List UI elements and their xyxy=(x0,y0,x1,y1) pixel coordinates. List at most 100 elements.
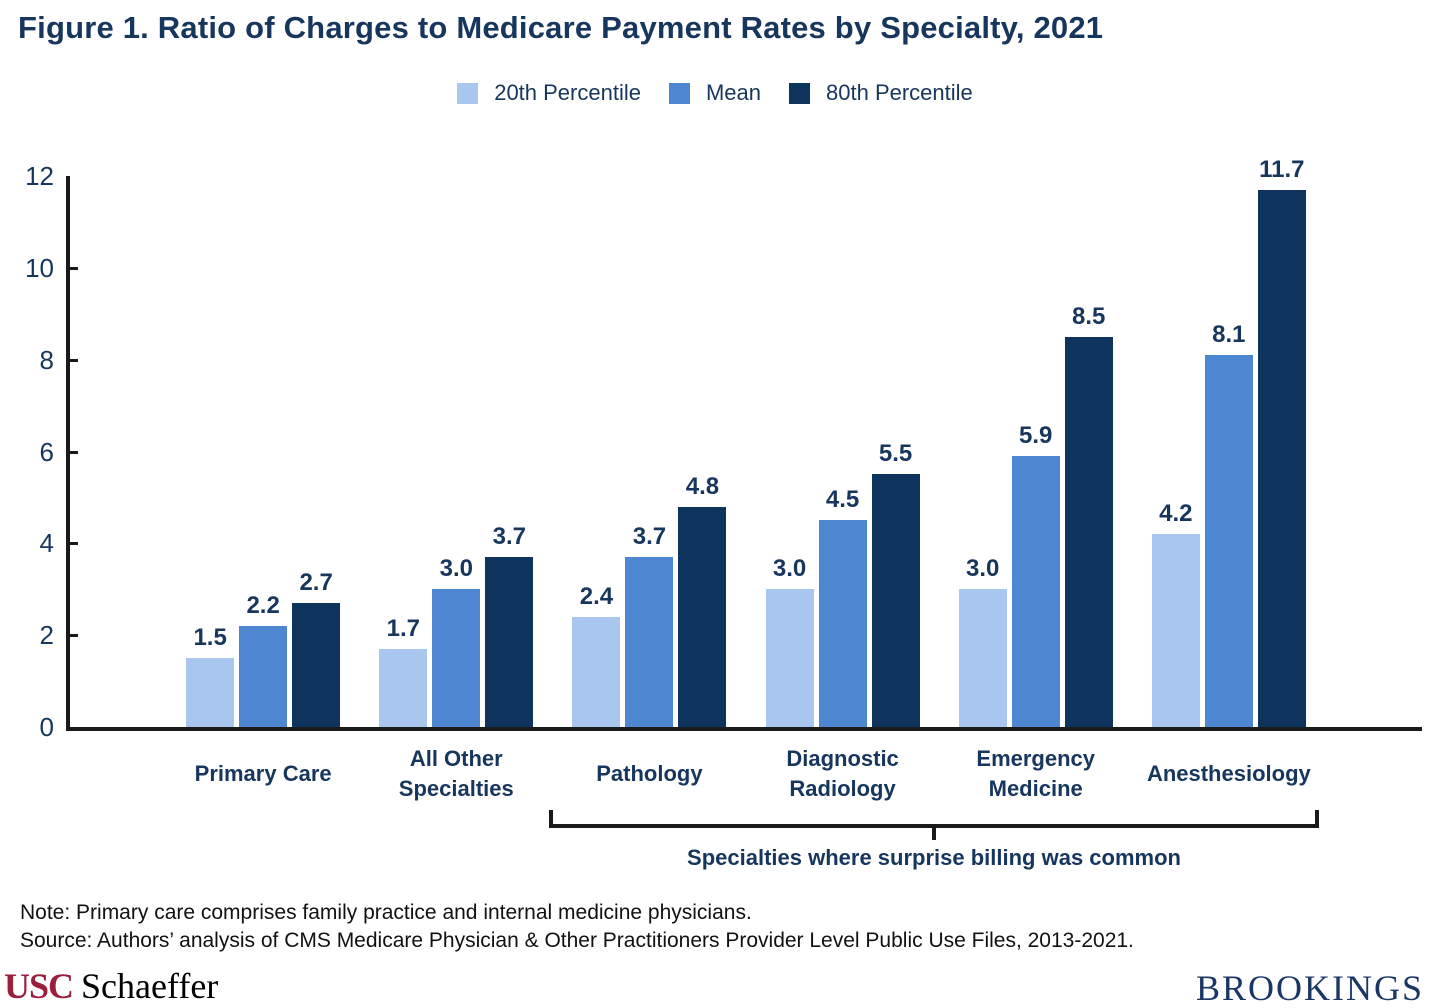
bar-column: 4.5 xyxy=(818,486,867,727)
bar xyxy=(572,616,621,727)
bar-column: 3.7 xyxy=(485,523,534,727)
bar xyxy=(1011,456,1060,727)
bar-value-label: 1.5 xyxy=(193,624,227,652)
bar-column: 3.0 xyxy=(432,555,481,727)
bar-column: 8.5 xyxy=(1064,302,1113,727)
source-text: Source: Authors’ analysis of CMS Medicar… xyxy=(20,929,1134,952)
bar-column: 8.1 xyxy=(1204,321,1253,727)
bar xyxy=(1064,336,1113,727)
y-axis-tick-label: 2 xyxy=(39,620,54,651)
category-label: Primary Care xyxy=(153,742,373,806)
bar-group: 1.7 3.0 3.7 xyxy=(379,523,534,727)
bar-value-label: 4.5 xyxy=(825,486,860,514)
y-axis-tick-label: 4 xyxy=(39,528,54,559)
legend-label: 20th Percentile xyxy=(494,80,641,105)
bar xyxy=(765,589,814,727)
legend: 20th Percentile Mean 80th Percentile xyxy=(0,80,1430,106)
bar-value-label: 3.7 xyxy=(632,523,667,551)
category-label: Pathology xyxy=(539,742,759,806)
usc-wordmark: USC xyxy=(4,966,74,1006)
bar-column: 5.9 xyxy=(1011,422,1060,727)
y-axis-tick-label: 10 xyxy=(25,252,54,283)
category-label-line: Medicine xyxy=(988,776,1083,801)
legend-item: 20th Percentile xyxy=(457,80,641,106)
bar-value-label: 1.7 xyxy=(386,614,420,642)
y-axis-tick-mark xyxy=(70,450,78,454)
legend-swatch-icon xyxy=(789,82,811,104)
bar-value-label: 5.9 xyxy=(1019,422,1053,450)
y-axis-line xyxy=(66,176,70,731)
bar-column: 2.2 xyxy=(239,591,288,727)
bar-value-label: 4.2 xyxy=(1159,500,1193,528)
bar-value-label: 3.0 xyxy=(439,555,473,583)
bar-column: 2.7 xyxy=(292,569,341,727)
schaeffer-wordmark: Schaeffer xyxy=(81,966,219,1006)
category-label-line: Anesthesiology xyxy=(1146,761,1311,786)
bar-value-label: 3.7 xyxy=(492,523,526,551)
usc-schaeffer-logo: USC Schaeffer xyxy=(4,966,218,1006)
bar-value-label: 5.5 xyxy=(878,440,913,468)
category-label-line: Pathology xyxy=(596,761,703,786)
legend-item: 80th Percentile xyxy=(789,80,973,106)
y-axis-tick-label: 6 xyxy=(39,436,54,467)
bar-column: 4.8 xyxy=(678,472,727,727)
bar-value-label: 4.8 xyxy=(685,472,720,500)
y-axis-tick-mark xyxy=(70,358,78,362)
category-label-line: All Other xyxy=(409,746,503,771)
category-label-line: Radiology xyxy=(789,776,896,801)
legend-swatch-icon xyxy=(668,82,690,104)
bar-group: 3.0 5.9 8.5 xyxy=(958,302,1113,727)
bar-column: 1.7 xyxy=(379,614,428,727)
bar-column: 2.4 xyxy=(572,582,621,727)
y-axis-tick-mark xyxy=(70,266,78,270)
category-label: Anesthesiology xyxy=(1119,742,1339,806)
bar-value-label: 2.7 xyxy=(299,569,333,597)
bar-value-label: 3.0 xyxy=(772,555,807,583)
bar xyxy=(239,625,288,727)
bar xyxy=(958,589,1007,727)
bar-column: 4.2 xyxy=(1151,500,1200,727)
bar-column: 5.5 xyxy=(871,440,920,727)
bar-value-label: 8.1 xyxy=(1212,321,1246,349)
bar xyxy=(186,658,235,727)
note-text: Note: Primary care comprises family prac… xyxy=(20,901,752,924)
bar-value-label: 11.7 xyxy=(1259,155,1305,183)
bar xyxy=(379,648,428,727)
bar xyxy=(625,557,674,727)
bar xyxy=(1151,534,1200,727)
legend-label: 80th Percentile xyxy=(826,80,973,105)
surprise-billing-bracket xyxy=(549,810,1319,840)
bar xyxy=(678,506,727,727)
category-label: Emergency Medicine xyxy=(926,742,1146,806)
figure-title: Figure 1. Ratio of Charges to Medicare P… xyxy=(18,10,1104,45)
bar-group: 1.5 2.2 2.7 xyxy=(186,569,341,727)
brookings-logo: BROOKINGS xyxy=(1195,968,1424,1008)
category-label: All Other Specialties xyxy=(346,742,566,806)
y-axis-tick-label: 0 xyxy=(39,712,54,742)
category-label-line: Primary Care xyxy=(194,761,332,786)
bar-column: 3.0 xyxy=(958,555,1007,727)
bar xyxy=(1257,189,1306,727)
legend-swatch-icon xyxy=(457,82,479,104)
bar-group: 2.4 3.7 4.8 xyxy=(572,472,727,727)
bar-column: 1.5 xyxy=(186,624,235,727)
bar-value-label: 3.0 xyxy=(966,555,1000,583)
legend-item: Mean xyxy=(668,80,761,106)
bar-column: 3.7 xyxy=(625,523,674,727)
x-axis-line xyxy=(66,727,1422,731)
bar xyxy=(432,589,481,727)
category-label-line: Diagnostic xyxy=(786,746,899,771)
y-axis-tick-label: 8 xyxy=(39,344,54,375)
bar xyxy=(292,603,341,727)
y-axis-tick-mark xyxy=(70,542,78,546)
category-label-line: Emergency xyxy=(976,746,1096,771)
y-axis-tick-mark xyxy=(70,634,78,638)
bar-column: 3.0 xyxy=(765,555,814,727)
bar-value-label: 2.2 xyxy=(246,591,280,619)
bar-value-label: 2.4 xyxy=(579,582,614,610)
bracket-center-tick xyxy=(932,827,936,840)
bracket-label: Specialties where surprise billing was c… xyxy=(687,845,1181,870)
bar-value-label: 8.5 xyxy=(1072,302,1106,330)
bar xyxy=(871,474,920,727)
